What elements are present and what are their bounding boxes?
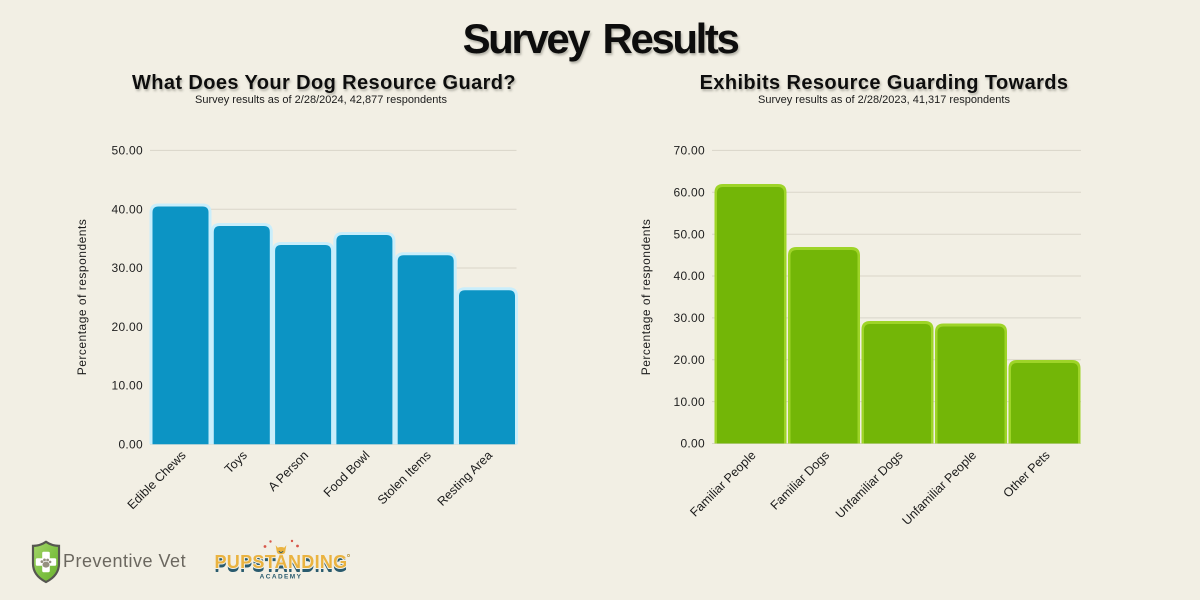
svg-text:Percentage of respondents: Percentage of respondents — [75, 219, 89, 376]
svg-text:10.00: 10.00 — [673, 395, 705, 409]
svg-text:PUPSTANDING: PUPSTANDING — [215, 555, 348, 575]
svg-text:Familiar Dogs: Familiar Dogs — [768, 448, 832, 512]
svg-text:Toys: Toys — [222, 448, 250, 476]
svg-text:Preventive Vet: Preventive Vet — [63, 551, 186, 571]
svg-text:70.00: 70.00 — [673, 144, 705, 158]
svg-text:40.00: 40.00 — [111, 202, 143, 216]
svg-text:A Person: A Person — [265, 448, 311, 494]
svg-text:40.00: 40.00 — [673, 269, 705, 283]
svg-text:Unfamiliar People: Unfamiliar People — [899, 448, 979, 528]
svg-text:Edible Chews: Edible Chews — [125, 448, 189, 512]
svg-text:50.00: 50.00 — [111, 144, 143, 158]
svg-text:Other Pets: Other Pets — [1000, 448, 1052, 500]
svg-text:10.00: 10.00 — [111, 379, 143, 393]
svg-text:Food Bowl: Food Bowl — [321, 448, 373, 500]
svg-text:0.00: 0.00 — [118, 437, 143, 451]
svg-text:Resting Area: Resting Area — [435, 448, 496, 509]
svg-text:30.00: 30.00 — [111, 261, 143, 275]
svg-text:20.00: 20.00 — [673, 353, 705, 367]
svg-text:0.00: 0.00 — [680, 437, 705, 451]
svg-text:PUPSTANDING: PUPSTANDING — [215, 552, 348, 572]
svg-text:ACADEMY: ACADEMY — [260, 574, 303, 581]
svg-text:30.00: 30.00 — [673, 311, 705, 325]
svg-text:Survey Results: Survey Results — [463, 15, 739, 62]
svg-text:What Does Your Dog Resource Gu: What Does Your Dog Resource Guard? — [132, 72, 516, 94]
svg-text:Stolen Items: Stolen Items — [375, 448, 434, 507]
svg-text:Unfamiliar Dogs: Unfamiliar Dogs — [833, 448, 906, 521]
svg-text:Survey results as of 2/28/2023: Survey results as of 2/28/2023, 41,317 r… — [758, 94, 1010, 106]
svg-text:Exhibits Resource Guarding Tow: Exhibits Resource Guarding Towards — [700, 72, 1069, 94]
svg-text:Survey results as of 2/28/2024: Survey results as of 2/28/2024, 42,877 r… — [195, 94, 447, 106]
svg-text:Percentage of respondents: Percentage of respondents — [639, 219, 653, 376]
svg-text:Familiar People: Familiar People — [687, 448, 758, 519]
svg-text:20.00: 20.00 — [111, 320, 143, 334]
svg-text:50.00: 50.00 — [673, 227, 705, 241]
svg-text:60.00: 60.00 — [673, 186, 705, 200]
svg-text:PUPSTANDING: PUPSTANDING — [215, 556, 348, 576]
